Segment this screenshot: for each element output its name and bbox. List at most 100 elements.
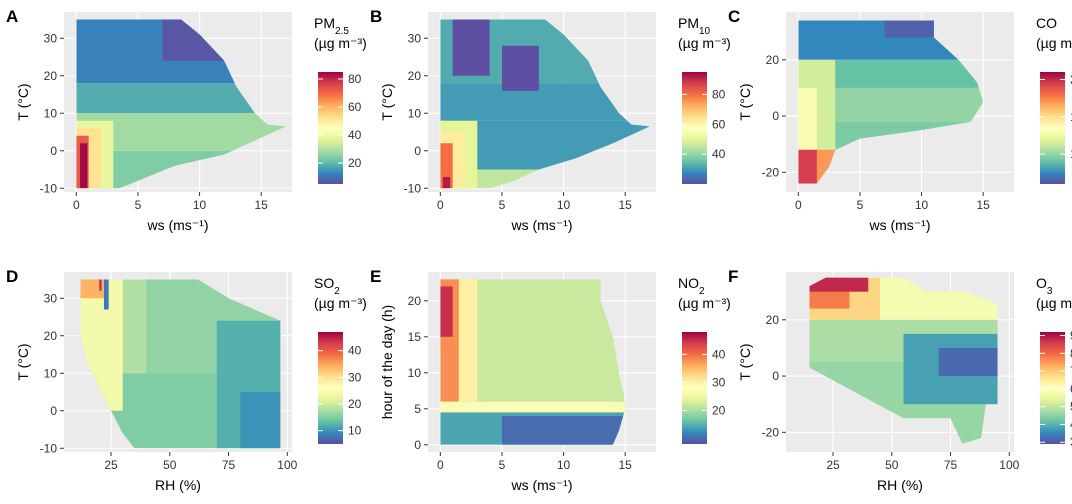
x-tick-label: 0: [437, 198, 444, 212]
legend-title: CO: [1036, 15, 1057, 31]
x-tick-label: 100: [999, 458, 1019, 472]
y-tick-label: 0: [772, 369, 779, 383]
x-tick-label: 0: [73, 198, 80, 212]
colorbar-tick-label: 70: [1070, 364, 1072, 378]
x-tick-label: 25: [104, 458, 118, 472]
heat-cell: [440, 401, 626, 413]
heat-cell: [452, 19, 490, 76]
legend-title: NO2: [678, 275, 705, 297]
y-tick-label: 0: [50, 404, 57, 418]
heat-cell: [809, 277, 869, 292]
x-tick-label: 50: [885, 458, 899, 472]
heat-cell: [80, 143, 88, 189]
legend-unit: (µg m⁻³): [1036, 35, 1072, 51]
x-axis-title: RH (%): [877, 477, 923, 493]
y-tick-label: 5: [414, 402, 421, 416]
legend: PM10(µg m⁻³) 40 60 80: [678, 15, 731, 184]
x-axis-title: ws (ms⁻¹): [510, 477, 572, 493]
heatmap-surface: [440, 279, 626, 445]
x-tick-label: 10: [557, 458, 571, 472]
y-tick-label: -20: [762, 165, 780, 179]
y-tick-label: 0: [772, 109, 779, 123]
x-tick-label: 10: [557, 198, 571, 212]
x-tick-label: 10: [915, 198, 929, 212]
colorbar-tick-label: 50: [1070, 400, 1072, 414]
legend: CO (µg m⁻³) 1.0 1.5 2.0: [1036, 15, 1072, 184]
colorbar-tick-label: 60: [712, 117, 726, 131]
colorbar-tick-label: 20: [348, 397, 362, 411]
legend-title: O3: [1036, 275, 1053, 297]
colorbar-tick-label: 40: [712, 147, 726, 161]
y-tick-label: -20: [762, 425, 780, 439]
y-axis-title: T (°C): [15, 83, 31, 120]
panel-letter: D: [6, 267, 18, 286]
colorbar-tick-label: 40: [712, 347, 726, 361]
x-axis-title: ws (ms⁻¹): [510, 217, 572, 233]
colorbar-tick-label: 1.0: [1070, 147, 1072, 161]
legend-unit: (µg m⁻³): [314, 35, 367, 51]
heat-cell: [501, 416, 626, 445]
y-tick-label: 15: [408, 330, 422, 344]
y-tick-label: 20: [44, 69, 58, 83]
heat-cell: [442, 177, 451, 189]
colorbar-tick-label: 80: [348, 72, 362, 86]
panel-letter: B: [370, 7, 382, 26]
y-tick-label: -10: [40, 441, 58, 455]
y-tick-label: 20: [408, 69, 422, 83]
panel-d: D 25 50 75 100 -10 0 10 20 30 RH (%) T (°C) SO2(µg m…: [6, 267, 367, 493]
x-axis-title: ws (ms⁻¹): [146, 217, 208, 233]
colorbar: [682, 72, 707, 184]
panel-letter: F: [728, 267, 738, 286]
colorbar-tick-label: 20: [348, 156, 362, 170]
colorbar-tick-label: 60: [1070, 382, 1072, 396]
x-tick-label: 75: [944, 458, 958, 472]
x-tick-label: 5: [499, 198, 506, 212]
y-axis-title: T (°C): [737, 343, 753, 380]
panel-e: E 0 5 10 15 0 5 10 15 20 ws (ms⁻¹) hour of the day …: [370, 267, 731, 493]
legend-title: PM10: [678, 15, 711, 37]
y-axis-title: hour of the day (h): [379, 305, 395, 419]
legend-unit: (µg m⁻³): [314, 295, 367, 311]
panel-b: B 0 5 10 15 -10 0 10 20 30 ws (ms⁻¹) T (°C) PM10(µg …: [370, 7, 731, 233]
colorbar-tick-label: 90: [1070, 329, 1072, 343]
x-tick-label: 10: [193, 198, 207, 212]
panel-a: A 0 5 10 15 -10 0 10 20 30 ws (ms⁻¹) T (°C) PM2.5(µg…: [6, 7, 367, 233]
x-tick-label: 100: [277, 458, 297, 472]
colorbar: [1040, 72, 1065, 184]
colorbar: [1040, 332, 1065, 444]
legend: O3(µg m⁻³) 30 40 50 60 70 80 90: [1036, 275, 1072, 449]
legend: NO2(µg m⁻³) 20 30 40: [678, 275, 731, 444]
colorbar-tick-label: 30: [1070, 435, 1072, 449]
x-tick-label: 15: [619, 458, 633, 472]
colorbar-tick-label: 1.5: [1070, 110, 1072, 124]
x-axis-title: ws (ms⁻¹): [868, 217, 930, 233]
y-tick-label: 30: [408, 31, 422, 45]
y-tick-label: 20: [766, 53, 780, 67]
x-tick-label: 5: [857, 198, 864, 212]
y-tick-label: 30: [44, 31, 58, 45]
colorbar-tick-label: 10: [348, 424, 362, 438]
legend: SO2(µg m⁻³) 10 20 30 40: [314, 275, 367, 444]
legend-unit: (µg m⁻³): [678, 295, 731, 311]
x-tick-label: 25: [826, 458, 840, 472]
y-tick-label: 30: [44, 291, 58, 305]
y-tick-label: -10: [40, 181, 58, 195]
legend-title: SO2: [314, 275, 340, 297]
heat-cell: [103, 279, 109, 310]
colorbar-tick-label: 60: [348, 100, 362, 114]
y-axis-title: T (°C): [379, 83, 395, 120]
y-tick-label: 20: [408, 294, 422, 308]
x-tick-label: 50: [163, 458, 177, 472]
panel-f: F 25 50 75 100 -20 0 20 RH (%) T (°C) O3(µg m⁻³) 30…: [728, 267, 1072, 493]
panel-c: C 0 5 10 15 -20 0 20 ws (ms⁻¹) T (°C) CO (µg m⁻³) 1.…: [728, 7, 1072, 233]
y-axis-title: T (°C): [737, 83, 753, 120]
colorbar-tick-label: 40: [1070, 417, 1072, 431]
colorbar-tick-label: 80: [712, 87, 726, 101]
colorbar: [682, 332, 707, 444]
colorbar-tick-label: 30: [348, 370, 362, 384]
legend-unit: (µg m⁻³): [1036, 295, 1072, 311]
x-tick-label: 15: [255, 198, 269, 212]
colorbar-tick-label: 20: [712, 403, 726, 417]
x-tick-label: 15: [977, 198, 991, 212]
